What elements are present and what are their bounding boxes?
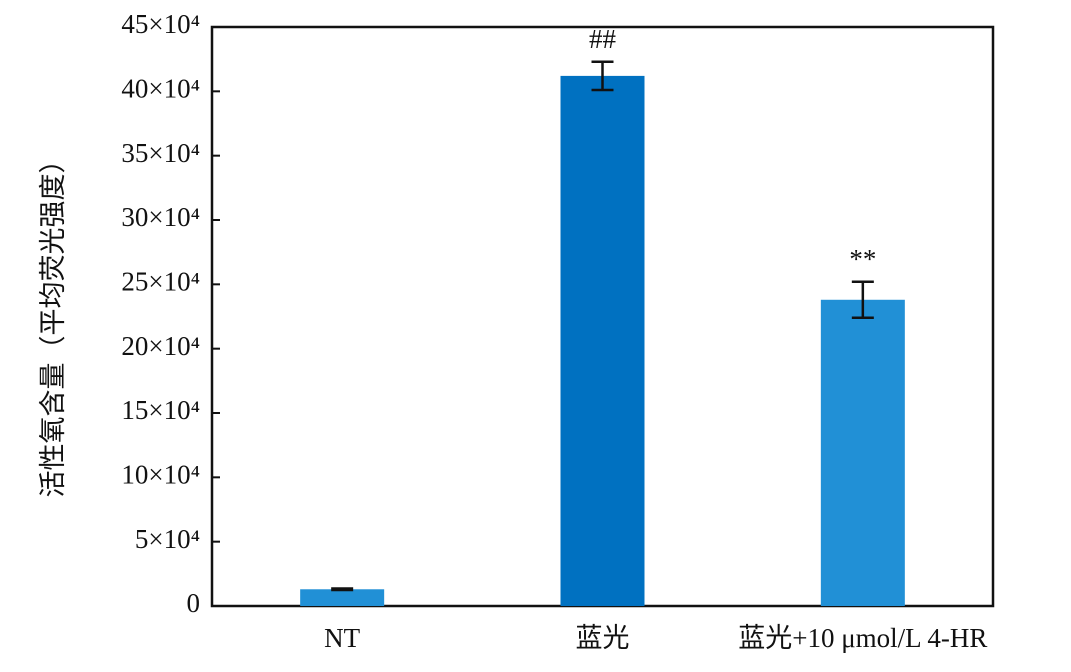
x-tick-label: 蓝光 [576,623,630,653]
bar [300,589,385,606]
y-tick-label: 15×10⁴ [121,395,200,425]
y-axis-label: 活性氧含量（平均荧光强度） [38,147,68,498]
y-tick-label: 10×10⁴ [121,460,200,490]
y-tick-label: 40×10⁴ [121,74,200,104]
y-tick-label: 30×10⁴ [121,202,200,232]
y-tick-label: 25×10⁴ [121,267,200,297]
x-tick-label: NT [324,623,360,653]
y-tick-label: 0 [187,588,201,618]
error-bar [331,587,354,592]
y-tick-label: 20×10⁴ [121,331,200,361]
bar [820,299,905,606]
bar [560,75,645,607]
error-bar [851,280,874,320]
y-tick-label: 35×10⁴ [121,138,200,168]
significance-label: ** [849,244,876,274]
x-tick-label: 蓝光+10 μmol/L 4-HR [738,623,987,653]
error-bar [591,60,614,92]
y-tick-label: 5×10⁴ [135,524,200,554]
y-tick-label: 45×10⁴ [121,9,200,39]
significance-label: ## [589,24,617,54]
